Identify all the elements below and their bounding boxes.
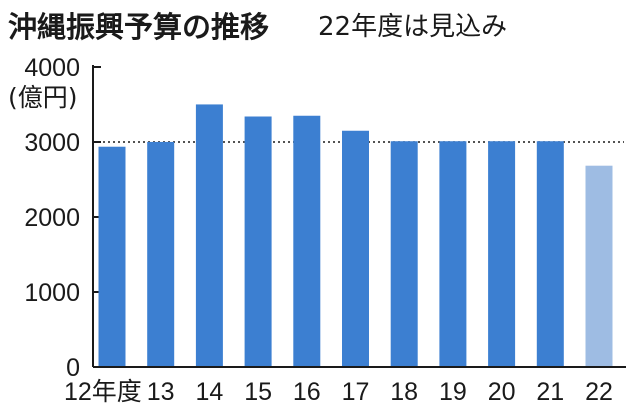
bar-17 [342, 130, 369, 367]
x-tick-label: 18 [390, 378, 418, 406]
bar-12 [98, 146, 126, 367]
y-tick-label: 3000 [24, 129, 80, 157]
x-tick-label: 17 [342, 378, 370, 406]
y-tick-label: 0 [66, 354, 80, 382]
bar-20 [488, 141, 516, 367]
x-tick-label: 15 [244, 378, 272, 406]
x-tick-label: 12年度 [64, 378, 142, 406]
x-tick-label: 19 [439, 378, 467, 406]
chart-subtitle: 22年度は見込み [318, 12, 507, 42]
x-tick-label: 14 [195, 378, 223, 406]
y-axis: 0 1000 2000 3000 4000 [24, 54, 101, 382]
bars [98, 104, 613, 368]
bar-15 [244, 116, 272, 367]
y-axis-unit-label: (億円) [8, 83, 78, 112]
x-tick-label: 20 [488, 378, 516, 406]
x-tick-label: 16 [293, 378, 321, 406]
chart-title: 沖縄振興予算の推移 [8, 10, 269, 44]
y-tick-label: 4000 [24, 54, 80, 82]
y-tick-label: 2000 [24, 204, 80, 232]
bar-18 [390, 141, 418, 367]
bar-16 [293, 115, 321, 367]
bar-22 [585, 165, 613, 367]
bar-21 [536, 141, 564, 367]
x-tick-label: 21 [536, 378, 564, 406]
y-tick-label: 1000 [24, 279, 80, 307]
x-axis-labels: 12年度 13 14 15 16 17 18 19 20 21 22 [64, 378, 613, 406]
bar-13 [147, 141, 175, 367]
x-tick-label: 13 [147, 378, 175, 406]
x-tick-label: 22 [585, 378, 613, 406]
bar-14 [195, 104, 223, 368]
bar-19 [439, 141, 467, 367]
